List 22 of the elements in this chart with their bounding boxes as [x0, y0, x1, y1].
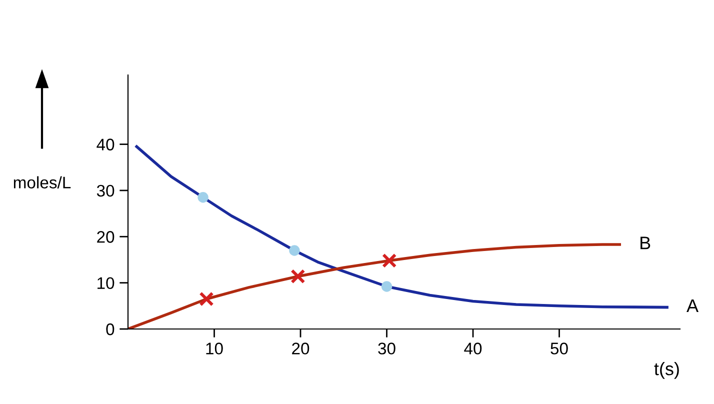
point — [198, 192, 208, 203]
y-tick-label: 20 — [97, 231, 114, 243]
series-label: B — [640, 236, 650, 250]
y-tick-label: 40 — [96, 138, 114, 150]
line-series — [135, 145, 668, 309]
x-axis-title: t(s) — [654, 362, 679, 379]
x-tick-label: 10 — [206, 342, 223, 354]
y-tick-label: 10 — [98, 277, 114, 290]
point — [381, 281, 392, 292]
line-series — [128, 243, 622, 329]
x-tick-label: 40 — [464, 342, 482, 354]
point — [289, 245, 300, 256]
point — [382, 253, 397, 268]
point — [199, 292, 214, 306]
series-label: A — [686, 300, 699, 312]
y-tick-label: 30 — [96, 184, 114, 197]
y-tick-label: 0 — [106, 323, 114, 336]
point — [290, 269, 306, 284]
x-tick-label: 30 — [378, 342, 396, 354]
y-axis-title: moles/L — [14, 176, 71, 188]
x-tick-label: 20 — [292, 342, 310, 354]
x-tick-label: 50 — [550, 342, 568, 354]
